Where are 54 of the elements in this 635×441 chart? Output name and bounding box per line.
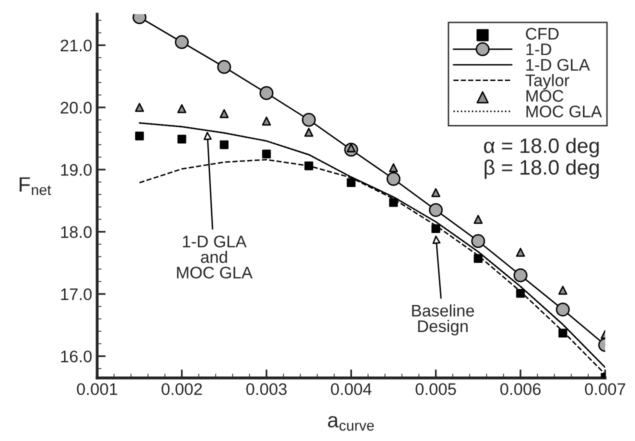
- x-tick-label: 0.007: [584, 383, 626, 396]
- point: [558, 286, 568, 295]
- point: [177, 104, 186, 114]
- point: [302, 112, 316, 127]
- y-axis-title: F$_{net}$: [20, 177, 52, 196]
- y-tick-label: 17.0: [61, 288, 92, 300]
- point: [389, 198, 398, 207]
- point: [177, 134, 186, 144]
- x-tick-label: 0.005: [416, 383, 456, 396]
- point: [516, 288, 525, 298]
- point: [431, 224, 440, 234]
- x-tick-label: 0.004: [330, 383, 372, 396]
- point: [220, 140, 229, 150]
- x-axis-title: a$_{curve}$: [328, 416, 374, 431]
- point: [558, 328, 568, 338]
- legend-label: MOC GLA: [526, 106, 602, 118]
- point: [346, 178, 356, 188]
- legend-label: Taylor: [525, 74, 570, 90]
- y-tick-label: 19.0: [61, 164, 92, 176]
- point: [386, 172, 400, 186]
- legend-label: 1-D GLA: [526, 58, 590, 71]
- point: [514, 268, 528, 282]
- point: [262, 150, 271, 158]
- annotation: 1-D GLA and MOC GLA: [177, 236, 253, 279]
- point: [217, 60, 232, 74]
- x-tick-label: 0.003: [246, 383, 287, 396]
- x-tick-label: 0.002: [162, 383, 202, 396]
- x-tick-label: 0.001: [76, 383, 118, 396]
- point: [262, 116, 271, 126]
- x-tick-label: 0.006: [500, 383, 541, 396]
- point: [556, 302, 570, 316]
- point: [220, 109, 229, 118]
- point: [471, 234, 486, 248]
- point: [516, 248, 525, 257]
- point: [304, 161, 314, 170]
- point: [304, 128, 314, 137]
- point: [388, 163, 398, 172]
- legend-label: CFD: [526, 28, 559, 40]
- point: [474, 254, 483, 263]
- point: [428, 203, 443, 217]
- point: [174, 35, 189, 50]
- y-tick-label: 20.0: [60, 102, 92, 114]
- point: [260, 86, 274, 100]
- point: [135, 132, 144, 140]
- point: [431, 188, 440, 198]
- legend-label: MOC: [526, 90, 564, 102]
- legend-label: 1-D: [526, 44, 552, 56]
- annotation: Baseline Design: [412, 304, 474, 336]
- y-tick-label: 18.0: [61, 226, 92, 238]
- annotation: α = 18.0 deg β = 18.0 deg: [484, 138, 599, 179]
- y-tick-label: 16.0: [61, 350, 92, 362]
- y-tick-label: 21.0: [60, 40, 92, 52]
- point: [474, 214, 483, 224]
- point: [134, 102, 144, 112]
